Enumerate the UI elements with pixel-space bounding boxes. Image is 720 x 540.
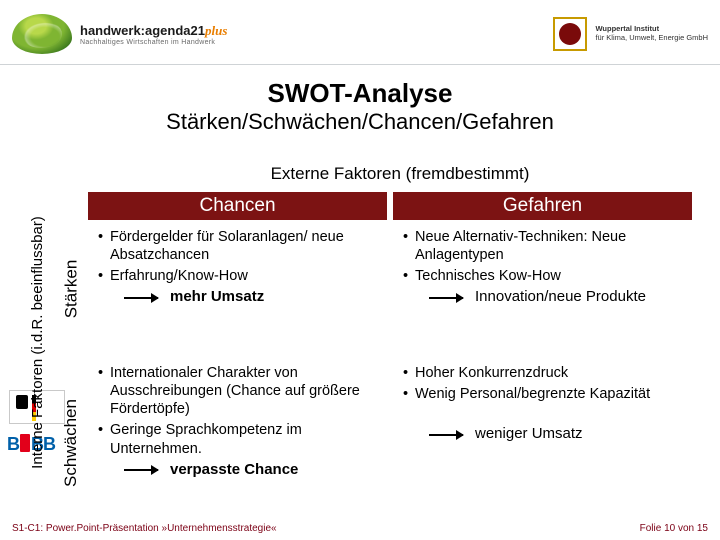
arrow-icon [429, 434, 463, 436]
col-header-gefahren: Gefahren [393, 192, 692, 220]
slide-title: SWOT-Analyse [0, 78, 720, 109]
result-text: verpasste Chance [170, 461, 298, 480]
footer-right: Folie 10 von 15 [640, 523, 708, 534]
logo-wuppertal: Wuppertal Institut für Klima, Umwelt, En… [553, 17, 708, 51]
wuppertal-sub: für Klima, Umwelt, Energie GmbH [595, 34, 708, 43]
bullet: Wenig Personal/begrenzte Kapazität [401, 385, 684, 403]
internal-factors-label: Interne Faktoren (i.d.R. beeinflussbar) [29, 216, 46, 469]
quadrant-staerken-chancen: Fördergelder für Solaranlagen/ neue Absa… [88, 222, 387, 356]
row-label-staerken-wrap: Stärken [58, 214, 84, 364]
slide-subtitle: Stärken/Schwächen/Chancen/Gefahren [0, 109, 720, 135]
slide: handwerk:agenda21plus Nachhaltiges Wirts… [0, 0, 720, 540]
slide-footer: S1-C1: Power.Point-Präsentation »Unterne… [12, 523, 708, 534]
row-label-schwaechen: Schwächen [61, 399, 81, 487]
arrow-icon [124, 297, 158, 299]
title-block: SWOT-Analyse Stärken/Schwächen/Chancen/G… [0, 78, 720, 135]
external-factors-label: Externe Faktoren (fremdbestimmt) [120, 164, 680, 184]
footer-left: S1-C1: Power.Point-Präsentation »Unterne… [12, 523, 277, 534]
quadrant-staerken-gefahren: Neue Alternativ-Techniken: Neue Anlagent… [393, 222, 692, 356]
bullet: Neue Alternativ-Techniken: Neue Anlagent… [401, 228, 684, 264]
col-header-chancen: Chancen [88, 192, 387, 220]
swot-matrix: Interne Faktoren (i.d.R. beeinflussbar) … [88, 192, 692, 492]
bullet: Fördergelder für Solaranlagen/ neue Absa… [96, 228, 379, 264]
bullet: Erfahrung/Know-How [96, 267, 379, 285]
internal-factors-label-wrap: Interne Faktoren (i.d.R. beeinflussbar) [26, 192, 48, 492]
arrow-icon [429, 297, 463, 299]
logo-agenda21plus: handwerk:agenda21plus Nachhaltiges Wirts… [12, 14, 227, 54]
wuppertal-mark-icon [553, 17, 587, 51]
agenda-title: handwerk:agenda21 [80, 23, 205, 38]
quadrant-schwaechen-gefahren: Hoher Konkurrenzdruck Wenig Personal/beg… [393, 358, 692, 492]
row-label-schwaechen-wrap: Schwächen [58, 368, 84, 518]
agenda-plus: plus [205, 23, 227, 38]
result-text: Innovation/neue Produkte [475, 288, 646, 307]
result-text: mehr Umsatz [170, 288, 264, 307]
swirl-icon [12, 14, 72, 54]
bullet: Geringe Sprachkompetenz im Unternehmen. [96, 421, 379, 457]
bullet: Hoher Konkurrenzdruck [401, 364, 684, 382]
header-rule [0, 64, 720, 65]
quadrant-schwaechen-chancen: Internationaler Charakter von Ausschreib… [88, 358, 387, 492]
result-text: weniger Umsatz [475, 425, 583, 444]
agenda-subtitle: Nachhaltiges Wirtschaften im Handwerk [80, 39, 227, 46]
logo-bar: handwerk:agenda21plus Nachhaltiges Wirts… [12, 6, 708, 62]
bullet: Internationaler Charakter von Ausschreib… [96, 364, 379, 418]
bullet: Technisches Kow-How [401, 267, 684, 285]
row-label-staerken: Stärken [61, 260, 81, 319]
arrow-icon [124, 469, 158, 471]
